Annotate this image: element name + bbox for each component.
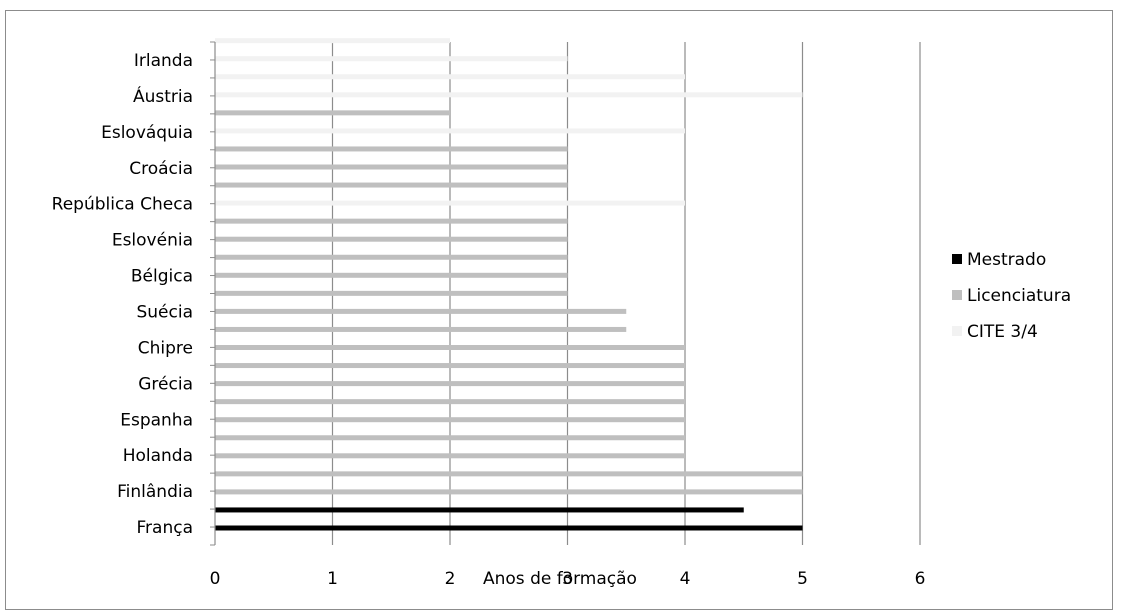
x-tick-label: 2 (445, 569, 456, 589)
bar (215, 92, 803, 98)
category-label: Finlândia (117, 482, 193, 502)
bar (215, 417, 685, 423)
bar (215, 236, 568, 242)
x-tick-label: 6 (915, 569, 926, 589)
category-label: Croácia (129, 159, 193, 179)
category-label: Irlanda (134, 51, 193, 71)
x-tick-label: 0 (210, 569, 221, 589)
bar (215, 272, 568, 278)
bar (215, 326, 627, 332)
bar-group (215, 38, 803, 531)
legend-swatch (952, 326, 962, 336)
category-label: Áustria (133, 85, 193, 107)
x-axis-label: Anos de formação (483, 569, 637, 589)
bar (215, 218, 568, 224)
bar (215, 489, 803, 495)
bar (215, 345, 685, 350)
bar (215, 399, 685, 405)
bar (215, 507, 744, 513)
bar (215, 128, 685, 134)
bar (215, 435, 685, 441)
category-label: Eslováquia (101, 123, 193, 143)
category-label: República Checa (52, 195, 193, 215)
x-tick-labels: 0 1 2 3 4 5 6 (210, 569, 926, 589)
category-label: Chipre (138, 338, 193, 358)
bar (215, 56, 568, 62)
legend-swatch (952, 254, 962, 264)
category-label: Eslovénia (112, 231, 193, 251)
bar (215, 182, 568, 188)
bar (215, 525, 803, 531)
legend-label: Licenciatura (967, 286, 1071, 306)
category-label: Holanda (123, 446, 193, 466)
bar (215, 453, 685, 459)
bar (215, 381, 685, 387)
category-label: Grécia (138, 374, 193, 394)
category-label: França (137, 518, 194, 538)
gridlines (331, 42, 921, 545)
category-label: Suécia (136, 302, 193, 322)
bar-chart: 0 1 2 3 4 5 6 França Finlândia Holanda Espanha Gré… (52, 38, 1071, 589)
x-tick-label: 4 (680, 569, 691, 589)
bar (215, 200, 685, 206)
legend-swatch (952, 290, 962, 300)
x-tick-label: 3 (562, 569, 573, 589)
category-label: Bélgica (131, 267, 193, 287)
category-label: Espanha (120, 410, 193, 430)
bar (215, 254, 568, 260)
bar (215, 471, 803, 477)
bar (215, 146, 568, 152)
bar (215, 164, 568, 170)
legend-label: Mestrado (967, 250, 1046, 270)
bar (215, 290, 568, 296)
legend: Mestrado Licenciatura CITE 3/4 (952, 250, 1071, 342)
bar (215, 74, 685, 80)
x-tick-label: 5 (797, 569, 808, 589)
bar (215, 110, 450, 116)
y-tick-labels: França Finlândia Holanda Espanha Grécia Chipr… (52, 51, 193, 538)
legend-label: CITE 3/4 (967, 322, 1038, 342)
bar (215, 38, 450, 44)
x-tick-label: 1 (327, 569, 338, 589)
bar (215, 363, 685, 369)
bar (215, 308, 627, 314)
axes (210, 41, 216, 546)
